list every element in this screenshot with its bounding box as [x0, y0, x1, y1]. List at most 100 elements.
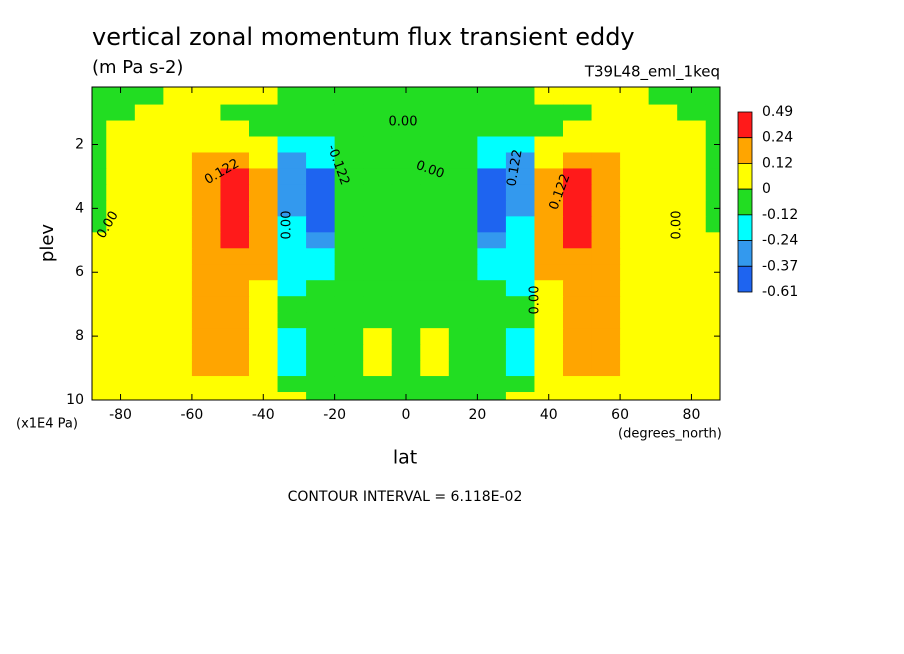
field-cell — [134, 376, 164, 393]
field-cell — [92, 344, 107, 361]
field-cell — [591, 200, 621, 217]
field-cell — [334, 328, 364, 345]
field-cell — [92, 264, 107, 281]
field-cell — [249, 376, 279, 393]
field-cell — [705, 328, 720, 345]
field-cell — [249, 104, 279, 122]
field-cell — [391, 184, 421, 201]
field-cell — [334, 280, 364, 297]
field-cell — [134, 232, 164, 249]
field-cell — [648, 120, 678, 138]
field-cell — [249, 168, 279, 186]
field-cell — [477, 312, 507, 329]
field-cell — [591, 392, 621, 400]
field-cell — [505, 248, 536, 265]
field-cell — [391, 328, 421, 345]
field-cell — [191, 328, 222, 345]
field-cell — [277, 248, 307, 265]
field-cell — [420, 87, 450, 106]
colorbar-label: 0 — [762, 181, 771, 197]
field-cell — [591, 328, 621, 345]
field-cell — [306, 232, 336, 249]
field-cell — [648, 392, 678, 400]
field-cell — [106, 248, 136, 265]
field-cell — [505, 376, 536, 393]
field-cell — [363, 392, 393, 400]
field-cell — [563, 312, 593, 329]
field-cell — [163, 216, 193, 233]
field-cell — [334, 248, 364, 265]
field-cell — [620, 120, 650, 138]
field-cell — [505, 120, 536, 138]
field-cell — [334, 360, 364, 377]
field-cell — [334, 376, 364, 393]
field-cell — [420, 280, 450, 297]
field-cell — [591, 264, 621, 281]
field-cell — [505, 136, 536, 154]
field-cell — [705, 360, 720, 377]
field-cell — [277, 232, 307, 249]
colorbar-label: 0.12 — [762, 155, 793, 171]
colorbar-label: -0.61 — [762, 284, 798, 300]
field-cell — [191, 376, 222, 393]
field-cell — [591, 376, 621, 393]
field-cell — [220, 120, 250, 138]
contour-label: 0.00 — [528, 286, 543, 315]
field-cell — [163, 120, 193, 138]
field-cell — [391, 248, 421, 265]
field-cell — [677, 328, 707, 345]
field-cell — [334, 216, 364, 233]
field-cell — [334, 232, 364, 249]
field-cell — [334, 136, 364, 154]
colorbar-swatch — [737, 240, 753, 267]
field-cell — [477, 264, 507, 281]
field-cell — [705, 312, 720, 329]
field-cell — [391, 264, 421, 281]
field-cell — [363, 344, 393, 361]
run-label: T39L48_eml_1keq — [584, 63, 720, 82]
contour-label: 0.122 — [504, 148, 525, 187]
field-cell — [591, 184, 621, 201]
field-cell — [534, 104, 564, 122]
field-cell — [363, 104, 393, 122]
field-cell — [563, 104, 593, 122]
field-cell — [505, 344, 536, 361]
field-cell — [249, 264, 279, 281]
field-cell — [677, 120, 707, 138]
field-cell — [220, 184, 250, 201]
field-cell — [363, 264, 393, 281]
field-cell — [534, 120, 564, 138]
field-cell — [534, 168, 564, 186]
field-cell — [477, 376, 507, 393]
field-cell — [334, 344, 364, 361]
field-cell — [648, 296, 678, 313]
field-cell — [391, 296, 421, 313]
field-cell — [448, 216, 478, 233]
field-cell — [134, 168, 164, 186]
field-cell — [677, 376, 707, 393]
field-cell — [106, 120, 136, 138]
chart-subtitle: (m Pa s-2) — [92, 57, 183, 78]
field-cell — [277, 328, 307, 345]
field-cell — [505, 328, 536, 345]
field-cell — [163, 280, 193, 297]
field-cell — [534, 264, 564, 281]
field-cell — [363, 87, 393, 106]
field-cell — [677, 184, 707, 201]
field-cell — [477, 232, 507, 249]
field-cell — [134, 152, 164, 170]
field-cell — [134, 87, 164, 106]
field-cell — [420, 296, 450, 313]
field-cell — [306, 184, 336, 201]
field-cell — [363, 312, 393, 329]
field-cell — [249, 328, 279, 345]
field-cell — [277, 104, 307, 122]
field-cell — [306, 344, 336, 361]
field-cell — [277, 87, 307, 106]
colorbar-label: -0.24 — [762, 233, 798, 249]
field-cell — [620, 232, 650, 249]
field-cell — [306, 328, 336, 345]
field-cell — [249, 296, 279, 313]
field-cell — [220, 344, 250, 361]
field-cell — [505, 168, 536, 186]
